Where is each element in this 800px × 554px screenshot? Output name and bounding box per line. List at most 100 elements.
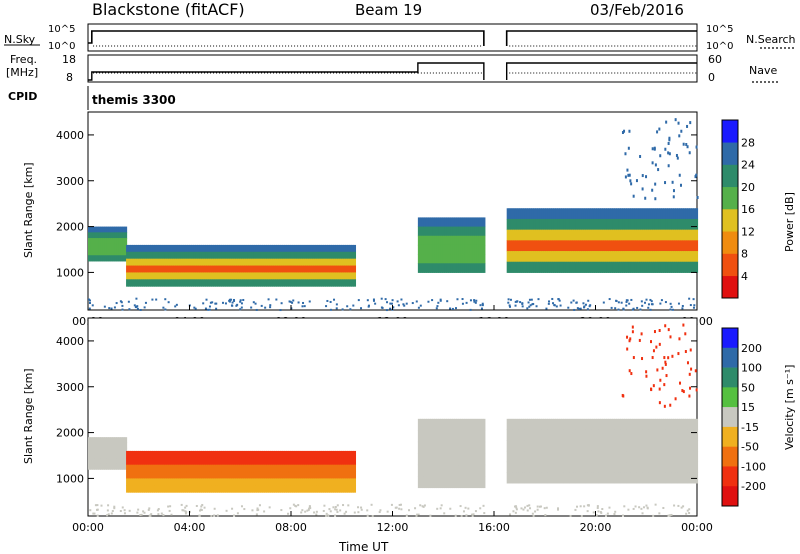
data-cell (631, 325, 634, 329)
data-cell (298, 279, 302, 287)
data-cell (124, 232, 128, 239)
data-cell (231, 251, 235, 260)
data-cell (652, 218, 656, 231)
data-cell (318, 464, 322, 473)
data-cell (458, 464, 462, 477)
data-cell (461, 298, 464, 301)
data-cell (452, 226, 455, 237)
data-cell (522, 461, 526, 473)
data-cell (126, 244, 129, 253)
data-cell (695, 418, 699, 431)
data-cell (618, 251, 621, 263)
data-cell (689, 450, 692, 463)
data-cell (581, 418, 585, 431)
data-cell (186, 457, 190, 466)
data-cell (423, 217, 427, 228)
data-cell (116, 453, 120, 460)
data-cell (506, 240, 510, 252)
data-cell (284, 471, 288, 479)
data-cell (170, 457, 174, 466)
data-cell (460, 453, 464, 466)
data-cell (648, 240, 652, 252)
data-cell (233, 485, 237, 493)
data-cell (146, 258, 149, 267)
data-cell (329, 244, 332, 253)
data-cell (419, 464, 423, 477)
data-cell (134, 471, 137, 479)
data-cell (456, 430, 460, 443)
data-cell (478, 244, 482, 255)
data-cell (438, 441, 441, 454)
data-cell (626, 335, 629, 339)
data-cell (138, 265, 141, 273)
data-cell (670, 305, 673, 308)
data-cell (448, 430, 451, 443)
data-cell (286, 450, 290, 459)
data-cell (606, 240, 609, 252)
data-cell (596, 418, 599, 431)
data-cell (552, 302, 555, 305)
data-cell (667, 328, 670, 332)
data-cell (94, 255, 97, 262)
data-cell (551, 472, 554, 484)
data-cell (251, 471, 255, 479)
data-cell (472, 476, 476, 489)
x-tick-label: 00:00 (681, 521, 713, 534)
data-cell (136, 272, 139, 280)
data-cell (625, 304, 628, 307)
data-cell (683, 240, 686, 252)
data-cell (512, 218, 516, 231)
data-cell (296, 244, 300, 253)
data-cell (208, 308, 211, 311)
data-cell (512, 208, 516, 220)
data-cell (632, 429, 636, 441)
data-cell (460, 441, 464, 454)
data-cell (667, 218, 670, 231)
data-cell (612, 229, 615, 241)
data-cell (304, 258, 308, 267)
data-cell (624, 218, 628, 231)
data-cell (290, 485, 294, 493)
data-cell (430, 441, 433, 454)
data-cell (322, 478, 326, 486)
data-cell (116, 249, 120, 256)
data-cell (431, 299, 434, 302)
data-cell (675, 450, 678, 463)
data-cell (559, 472, 563, 484)
data-cell (480, 235, 484, 246)
data-cell (591, 472, 595, 484)
data-cell (648, 218, 652, 231)
data-cell (314, 251, 318, 260)
data-cell (630, 218, 634, 231)
data-cell (628, 339, 631, 343)
data-cell (325, 471, 328, 479)
data-cell (563, 218, 567, 231)
data-cell (379, 509, 382, 512)
data-cell (240, 302, 243, 305)
data-cell (118, 447, 122, 454)
data-cell (529, 208, 532, 220)
data-cell (689, 440, 692, 452)
data-cell (302, 279, 306, 287)
data-cell (98, 249, 101, 256)
data-cell (124, 437, 128, 444)
data-cell (327, 244, 330, 253)
data-cell (571, 240, 575, 252)
data-cell (306, 457, 310, 466)
data-cell (247, 279, 251, 287)
data-cell (290, 279, 294, 287)
data-cell (308, 244, 312, 253)
data-cell (518, 472, 522, 484)
data-cell (186, 244, 190, 253)
data-cell (243, 485, 247, 493)
data-cell (92, 243, 95, 250)
data-cell (142, 251, 145, 260)
data-cell (614, 440, 617, 452)
data-cell (624, 240, 628, 252)
data-cell (89, 509, 92, 512)
data-cell (567, 472, 571, 484)
data-cell (280, 251, 283, 260)
data-cell (508, 418, 512, 431)
data-cell (266, 265, 269, 273)
data-cell (191, 272, 194, 280)
